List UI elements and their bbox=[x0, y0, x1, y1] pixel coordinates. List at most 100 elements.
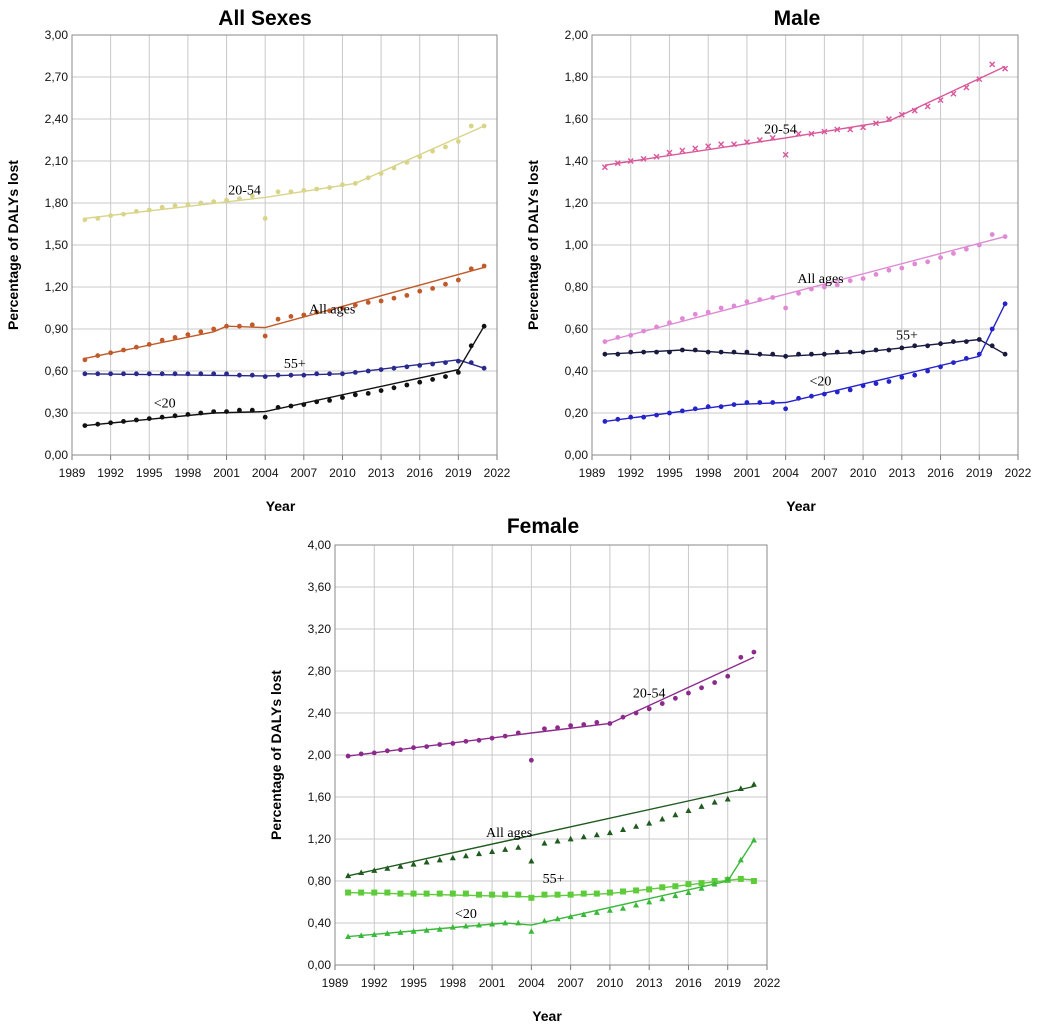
series-under-20-point bbox=[275, 405, 281, 410]
series-under-20-point bbox=[925, 368, 931, 374]
series-all-ages-point bbox=[198, 329, 204, 335]
series-all-ages-point bbox=[481, 263, 487, 269]
x-tick-label: 2001 bbox=[213, 466, 240, 480]
x-tick-label: 1998 bbox=[695, 466, 722, 480]
series-55-plus-point bbox=[262, 374, 268, 379]
series-55-plus-point bbox=[211, 371, 217, 377]
point-stroke bbox=[847, 126, 854, 133]
series-under-20-point bbox=[705, 404, 711, 410]
series-all-ages-point bbox=[462, 852, 469, 859]
series-55-plus-point bbox=[327, 371, 332, 377]
series-under-20-point bbox=[750, 836, 757, 843]
series-55-plus-point bbox=[698, 880, 705, 887]
series-20-54-point bbox=[384, 748, 390, 754]
series-under-20-point bbox=[146, 416, 152, 421]
y-tick-label: 3,00 bbox=[45, 28, 69, 42]
x-tick-label: 2016 bbox=[406, 466, 433, 480]
chart-title: Male bbox=[774, 7, 821, 30]
x-tick-label: 2010 bbox=[597, 976, 624, 990]
series-55-plus-point bbox=[654, 349, 659, 355]
series-all-ages-point bbox=[352, 302, 358, 308]
series-all-ages-point bbox=[358, 869, 365, 875]
series-55-plus-point bbox=[352, 370, 358, 375]
series-55-plus-point bbox=[159, 371, 165, 377]
y-axis-label: Percentage of DALYs lost bbox=[5, 160, 21, 330]
plot-border bbox=[71, 34, 498, 456]
y-tick-label: 1,20 bbox=[45, 280, 69, 294]
series-all-ages-point bbox=[847, 278, 853, 284]
series-20-54-point bbox=[371, 750, 377, 756]
series-20-54-point bbox=[699, 685, 704, 691]
series-20-54-point bbox=[468, 123, 474, 129]
series-20-54-point bbox=[404, 160, 410, 165]
series-all-ages-point bbox=[685, 807, 692, 814]
series-20-54-point bbox=[275, 189, 281, 195]
series-under-20-point bbox=[886, 379, 892, 384]
series-55-plus-point bbox=[620, 888, 626, 895]
series-all-ages-point bbox=[515, 844, 522, 850]
series-all-ages-point bbox=[963, 246, 969, 252]
x-tick-label: 2007 bbox=[557, 976, 584, 990]
series-20-54-point bbox=[430, 148, 436, 154]
series-under-20-point bbox=[489, 920, 496, 927]
series-all-ages-point bbox=[628, 332, 634, 338]
point-stroke bbox=[873, 120, 879, 127]
series-under-20-trend-line bbox=[84, 325, 485, 427]
series-under-20-point bbox=[963, 356, 969, 361]
series-20-54-point bbox=[542, 726, 547, 732]
series-20-54-point bbox=[237, 196, 242, 202]
series-55-plus-point bbox=[358, 889, 365, 896]
y-tick-label: 0,00 bbox=[565, 448, 589, 462]
series-all-ages-point bbox=[224, 323, 229, 329]
y-tick-label: 1,00 bbox=[565, 238, 589, 252]
series-20-54-point bbox=[481, 123, 487, 129]
series-55-plus-point bbox=[705, 349, 711, 355]
x-tick-label: 2022 bbox=[754, 976, 781, 990]
point-stroke bbox=[666, 149, 673, 156]
series-55-plus-point bbox=[275, 372, 281, 378]
series-20-54-point bbox=[659, 701, 665, 706]
series-all-ages-point bbox=[602, 339, 608, 344]
x-tick-label: 2022 bbox=[1005, 466, 1032, 480]
series-under-20-point bbox=[899, 374, 905, 380]
series-under-20-point bbox=[417, 379, 423, 385]
series-20-54-point bbox=[211, 199, 217, 205]
series-under-20-point bbox=[912, 372, 918, 378]
point-stroke bbox=[898, 111, 905, 118]
series-55-plus-point bbox=[371, 889, 378, 896]
series-all-ages-point bbox=[783, 305, 789, 311]
point-stroke bbox=[989, 61, 996, 68]
series-55-plus-point bbox=[489, 891, 496, 898]
x-tick-label: 1992 bbox=[617, 466, 644, 480]
series-55-plus-point bbox=[121, 371, 126, 377]
series-55-plus-point bbox=[659, 884, 666, 891]
series-55-plus-point bbox=[449, 890, 456, 897]
series-all-ages-trend-line bbox=[347, 785, 755, 877]
point-stroke bbox=[601, 164, 608, 171]
series-all-ages-point bbox=[476, 850, 482, 857]
series-55-plus-point bbox=[718, 349, 724, 355]
series-55-plus-point bbox=[737, 875, 744, 882]
series-all-ages-point bbox=[249, 322, 255, 328]
series-55-plus-point bbox=[667, 349, 672, 355]
series-20-54-point bbox=[391, 165, 397, 171]
chart-all-sexes-svg: 0,00 0,30 0,60 0,90 1,20 1,50 1,80 2,10 2,40 2,70… bbox=[5, 7, 511, 514]
series-under-20-point bbox=[711, 880, 718, 887]
y-tick-label: 3,60 bbox=[308, 580, 332, 594]
series-all-ages-point bbox=[834, 282, 840, 288]
series-all-ages-point bbox=[327, 308, 332, 314]
series-55-plus-point bbox=[554, 891, 561, 898]
series-20-54-point bbox=[443, 144, 448, 150]
series-all-ages-point bbox=[667, 320, 672, 326]
series-20-54-point bbox=[614, 160, 621, 167]
y-tick-label: 0,60 bbox=[45, 364, 69, 378]
y-tick-label: 2,40 bbox=[308, 706, 332, 720]
y-tick-label: 0,80 bbox=[565, 280, 589, 294]
series-all-ages-point bbox=[989, 232, 995, 237]
series-55-plus-point bbox=[314, 371, 320, 377]
x-tick-label: 1998 bbox=[175, 466, 202, 480]
series-all-ages-point bbox=[757, 297, 763, 302]
point-stroke bbox=[860, 124, 867, 131]
series-all-ages-point bbox=[455, 277, 461, 283]
series-20-54-point bbox=[450, 741, 456, 746]
